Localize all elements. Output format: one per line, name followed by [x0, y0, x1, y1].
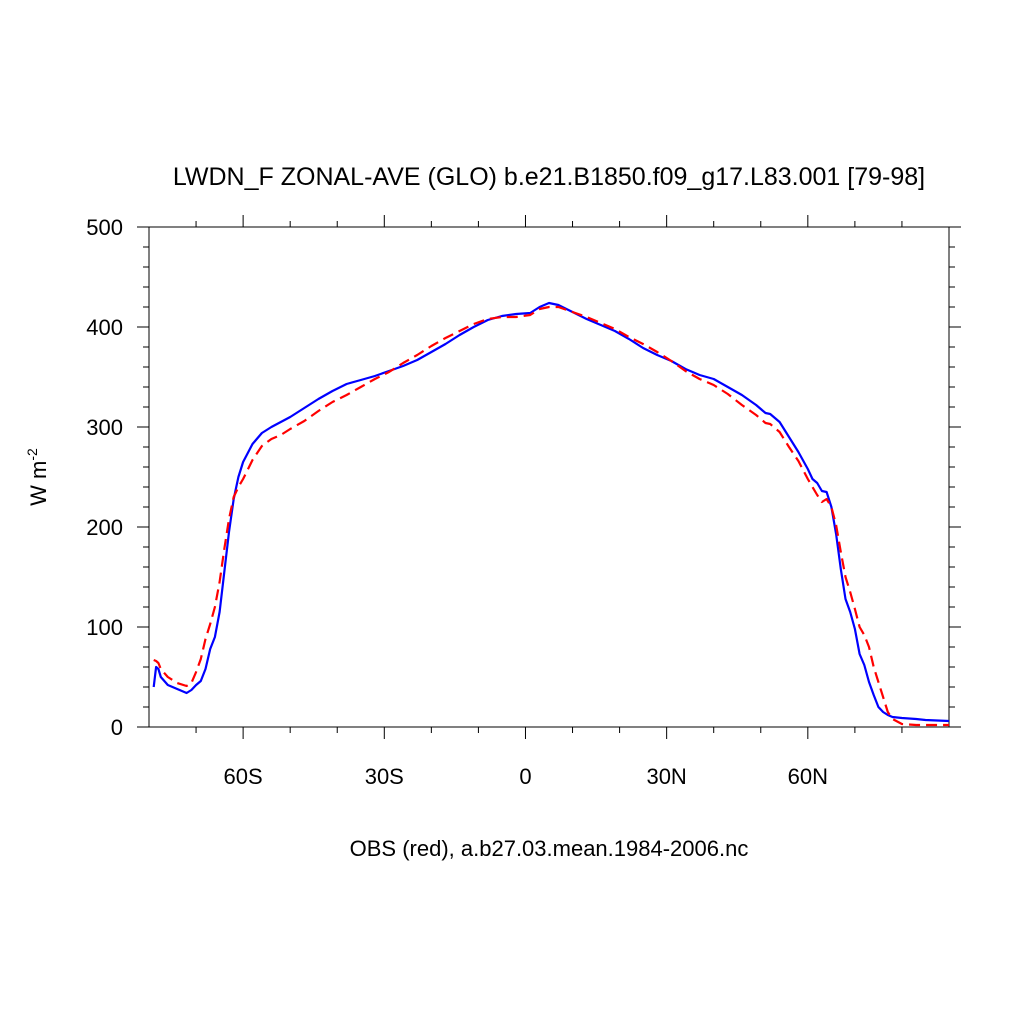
model-series-line — [152, 301, 950, 723]
x-tick-label: 30S — [365, 764, 404, 789]
x-tick-label: 30N — [646, 764, 686, 789]
x-tick-label: 60N — [788, 764, 828, 789]
chart-title: LWDN_F ZONAL-AVE (GLO) b.e21.B1850.f09_g… — [173, 163, 925, 191]
y-tick-label: 500 — [86, 215, 123, 240]
x-axis-tick-labels: 60S 30S 0 30N 60N — [224, 764, 828, 789]
plot-frame — [148, 226, 950, 728]
y-tick-label: 100 — [86, 615, 123, 640]
y-axis-label: W m-2 — [24, 448, 51, 506]
y-axis-tick-labels: 0 100 200 300 400 500 — [86, 215, 123, 740]
x-axis-label: OBS (red), a.b27.03.mean.1984-2006.nc — [350, 836, 749, 861]
y-tick-label: 0 — [111, 715, 123, 740]
y-tick-label: 300 — [86, 415, 123, 440]
y-tick-label: 200 — [86, 515, 123, 540]
x-tick-label: 60S — [224, 764, 263, 789]
x-tick-label: 0 — [519, 764, 531, 789]
y-axis-label-text: W m — [26, 461, 51, 506]
data-series — [152, 301, 950, 727]
obs-series-line — [153, 305, 949, 727]
axis-ticks — [137, 215, 961, 739]
y-axis-label-superscript: -2 — [24, 448, 40, 461]
y-tick-label: 400 — [86, 315, 123, 340]
